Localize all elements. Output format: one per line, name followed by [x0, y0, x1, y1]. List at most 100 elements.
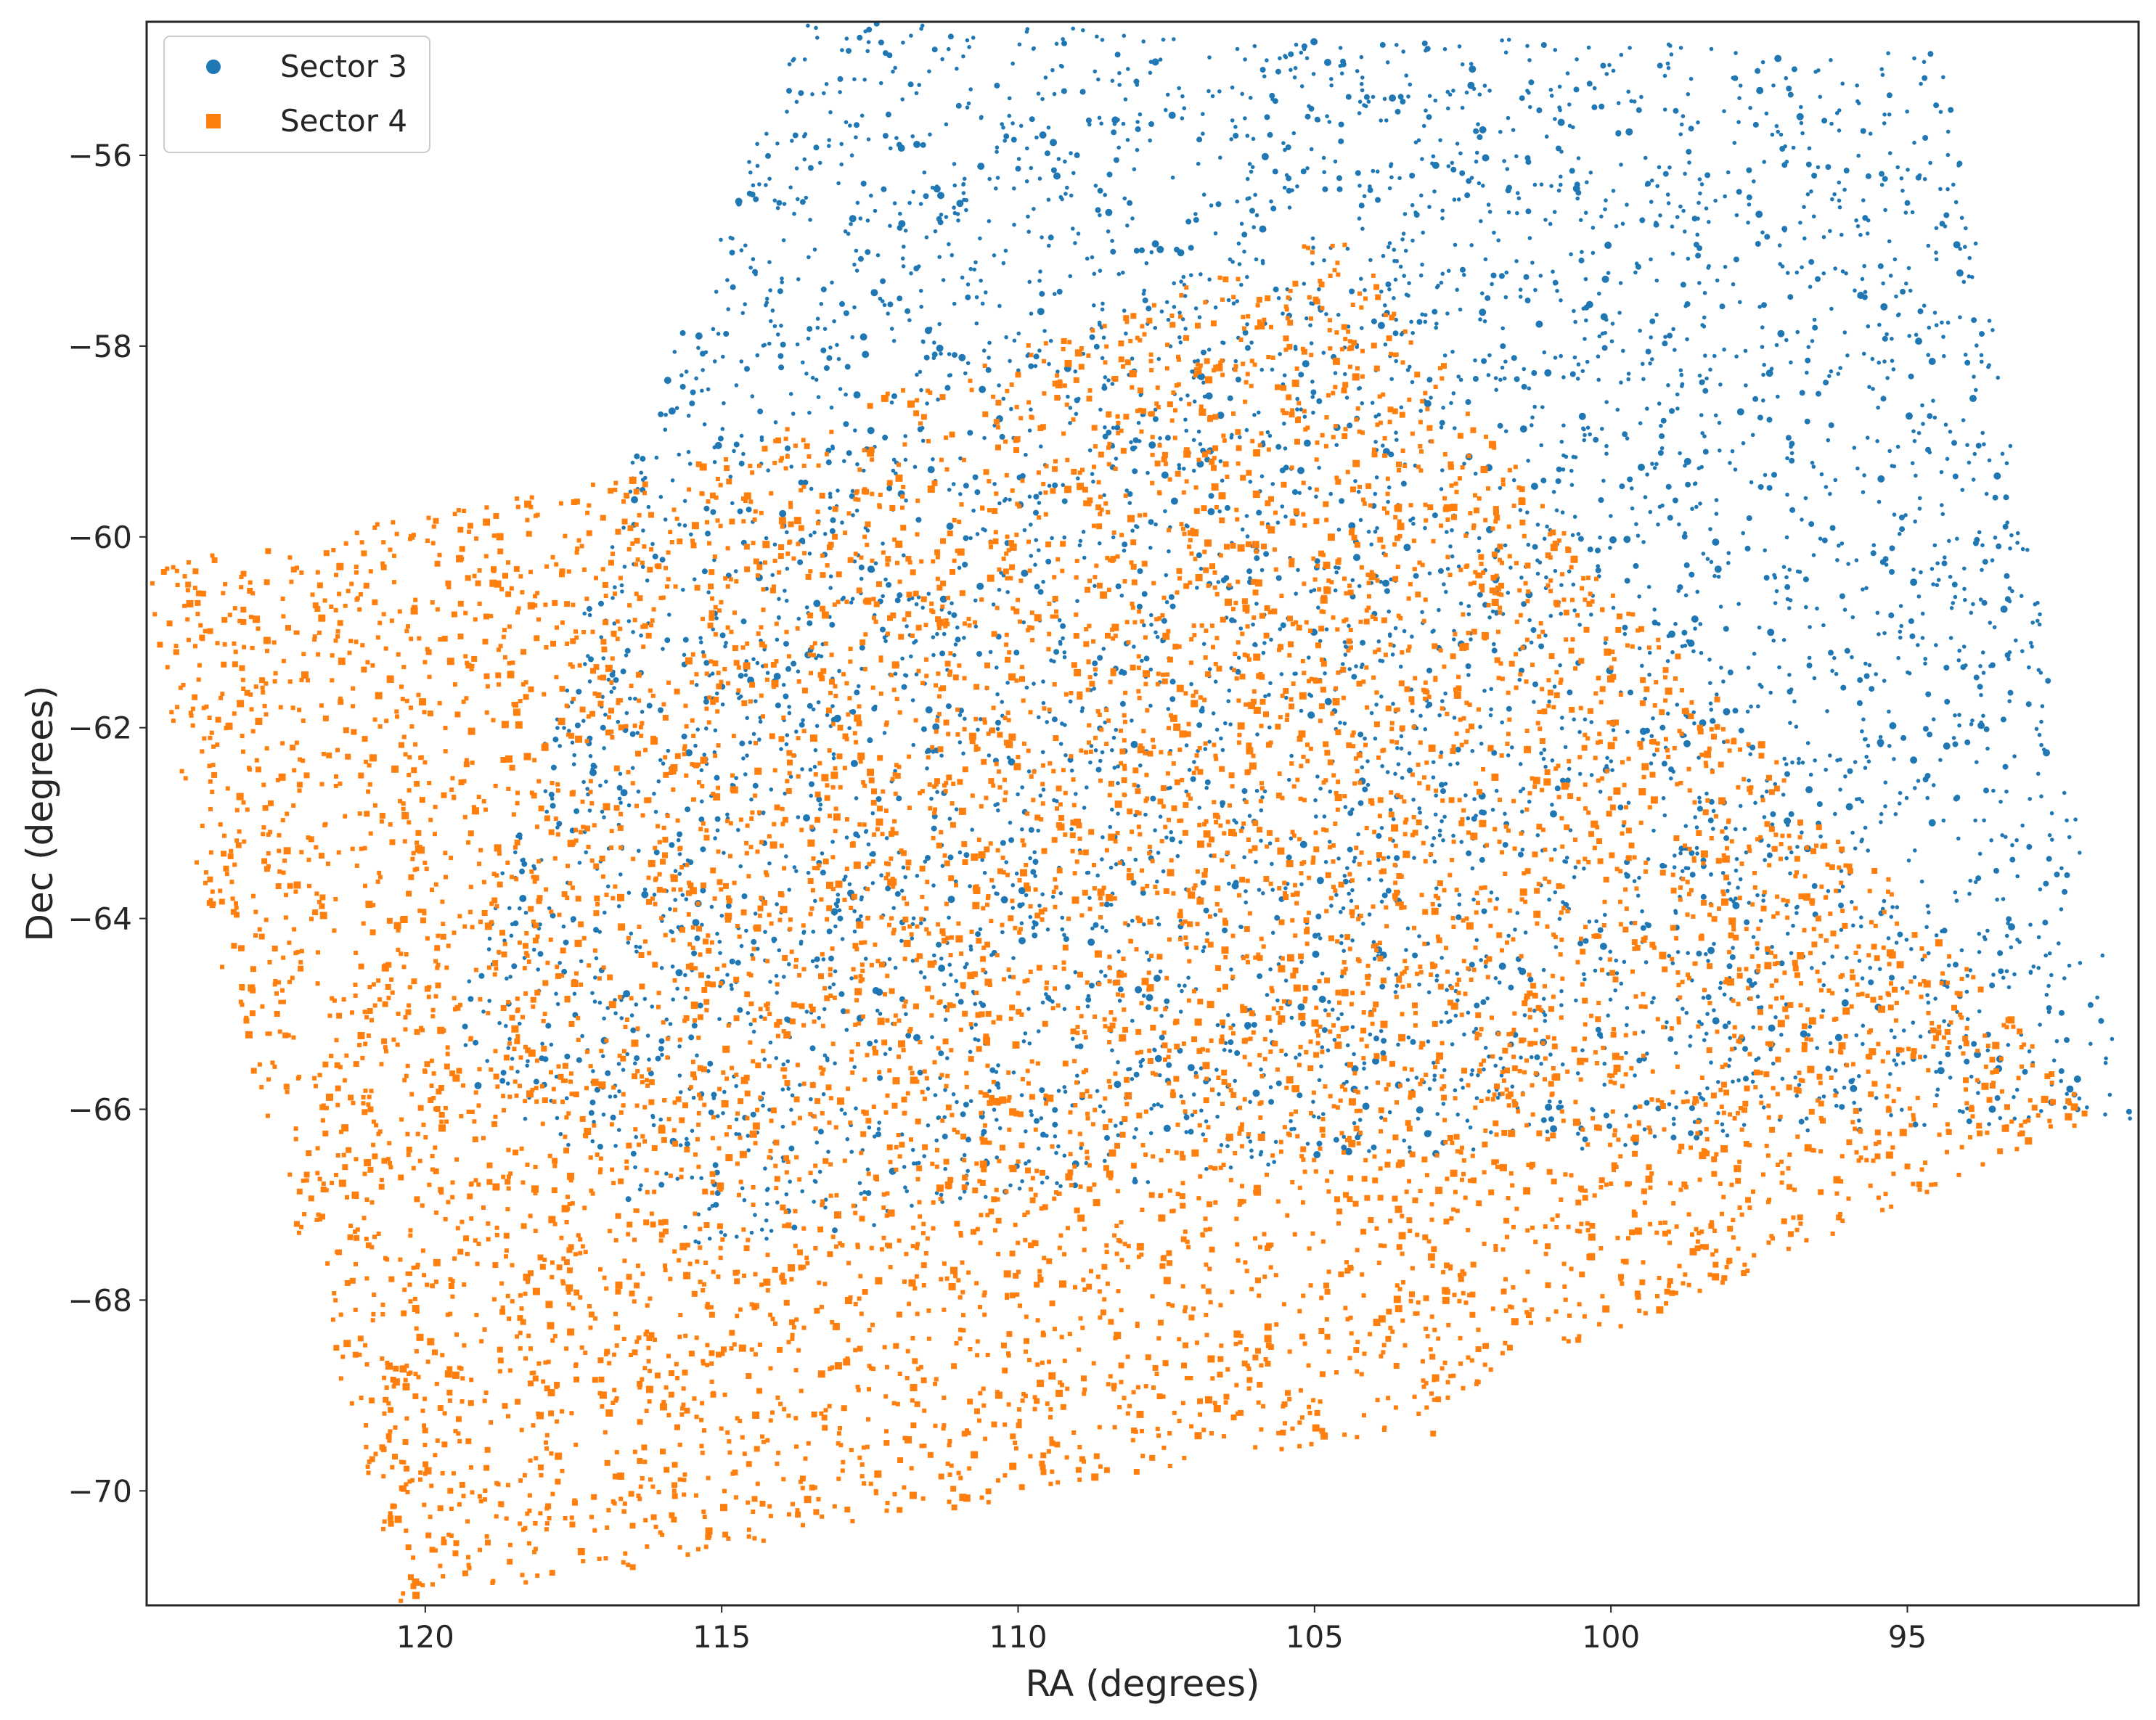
data-point [1787, 568, 1792, 572]
data-point [1951, 440, 1957, 446]
data-point [634, 1055, 640, 1061]
data-point [909, 271, 913, 276]
data-point [1945, 187, 1950, 192]
data-point [1559, 988, 1564, 994]
data-point [809, 1097, 813, 1102]
data-point [1483, 964, 1488, 969]
data-point [1805, 786, 1813, 794]
data-point [1347, 422, 1353, 429]
data-point [1731, 282, 1736, 287]
data-point [2030, 644, 2034, 649]
data-point [519, 895, 527, 902]
data-point [1898, 635, 1903, 640]
data-point [667, 613, 671, 617]
data-point [926, 1086, 931, 1091]
data-point [859, 666, 864, 671]
data-point [1132, 437, 1139, 443]
data-point [1839, 593, 1845, 599]
data-point [1389, 175, 1394, 180]
data-point [1474, 1026, 1479, 1031]
data-point [1732, 708, 1739, 714]
data-point [1325, 114, 1329, 118]
data-point [1798, 1118, 1805, 1125]
data-point [1895, 165, 1900, 170]
data-point [1313, 1151, 1321, 1158]
data-point [1008, 837, 1015, 843]
data-point [1794, 270, 1800, 275]
data-point [1832, 655, 1837, 660]
data-point [1037, 548, 1041, 552]
data-point [761, 1091, 766, 1096]
data-point [1261, 891, 1265, 896]
data-point [1835, 558, 1839, 562]
data-point [1492, 642, 1496, 647]
data-point [1813, 758, 1817, 763]
data-point [1461, 273, 1466, 277]
data-point [610, 1114, 616, 1121]
data-point [1427, 1130, 1432, 1135]
data-point [1289, 1015, 1294, 1020]
data-point [1749, 704, 1753, 709]
data-point [840, 48, 844, 52]
data-point [1048, 338, 1053, 343]
data-point [1931, 398, 1935, 403]
data-point [1505, 167, 1510, 171]
data-point [933, 1093, 938, 1097]
data-point [1781, 638, 1787, 642]
data-point [1920, 611, 1925, 616]
data-point [696, 1240, 701, 1245]
data-point [1744, 919, 1750, 925]
data-point [565, 688, 570, 693]
data-point [1283, 515, 1288, 519]
data-point [1038, 269, 1042, 274]
data-point [2001, 975, 2006, 980]
data-point [1480, 291, 1485, 296]
data-point [942, 1115, 947, 1120]
data-point [1336, 528, 1342, 532]
data-point [1161, 618, 1167, 624]
data-point [1997, 950, 2004, 957]
data-point [1597, 291, 1601, 296]
data-point [1427, 94, 1432, 98]
data-point [1471, 816, 1477, 822]
data-point [1804, 1116, 1809, 1121]
data-point [768, 980, 772, 984]
data-point [1092, 687, 1096, 691]
data-point [1166, 707, 1171, 711]
data-point [1322, 170, 1326, 174]
data-point [1401, 232, 1406, 236]
data-point [796, 197, 800, 202]
data-point [521, 857, 526, 862]
data-point [1396, 762, 1401, 766]
data-point [920, 339, 926, 344]
data-point [1269, 199, 1273, 204]
data-point [1073, 970, 1078, 975]
data-point [830, 280, 834, 285]
data-point [1220, 800, 1226, 806]
data-point [1234, 820, 1238, 825]
data-point [1982, 442, 1986, 446]
data-point [1604, 443, 1609, 449]
data-point [1282, 185, 1287, 190]
data-point [691, 1095, 696, 1100]
data-point [1649, 257, 1653, 262]
data-point [1226, 298, 1231, 303]
data-point [618, 771, 623, 777]
data-point [1474, 1002, 1480, 1009]
data-point [2039, 719, 2043, 724]
data-point [854, 796, 859, 800]
data-point [1502, 842, 1508, 848]
data-point [582, 611, 587, 616]
data-point [1746, 220, 1750, 225]
data-point [1551, 490, 1556, 494]
data-point [1846, 562, 1850, 566]
data-point [1297, 1092, 1303, 1099]
data-point [1933, 996, 1937, 1001]
data-point [1673, 348, 1677, 353]
data-point [1020, 827, 1024, 832]
data-point [1097, 320, 1102, 325]
data-point [1090, 926, 1095, 931]
data-point [1437, 568, 1444, 574]
data-point [831, 756, 836, 761]
data-point [830, 908, 838, 916]
